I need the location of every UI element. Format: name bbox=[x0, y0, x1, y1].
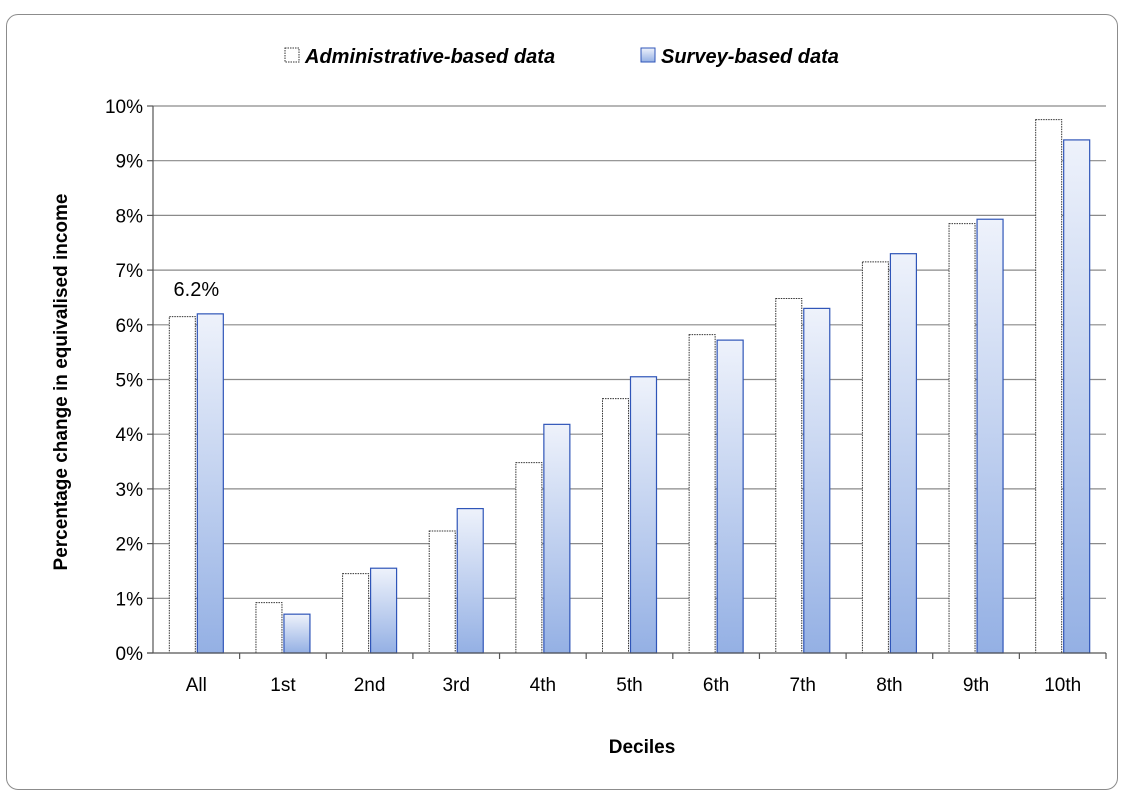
x-tick-label: 1st bbox=[270, 675, 296, 696]
bar-administrative bbox=[861, 261, 889, 654]
y-tick-label: 7% bbox=[116, 261, 144, 282]
bar-survey bbox=[629, 376, 658, 654]
x-tick-label: All bbox=[186, 675, 207, 696]
x-tick-label: 10th bbox=[1044, 675, 1081, 696]
x-tick-label: 7th bbox=[790, 675, 816, 696]
bar-administrative bbox=[602, 398, 629, 654]
y-tick-label: 0% bbox=[116, 644, 144, 665]
legend-label-survey: Survey-based data bbox=[661, 46, 839, 68]
y-tick-label: 1% bbox=[116, 589, 144, 610]
y-axis-title: Percentage change in equivalised income bbox=[51, 194, 72, 571]
y-tick-label: 2% bbox=[116, 535, 144, 556]
bar-survey bbox=[1063, 139, 1091, 654]
bar-administrative bbox=[1035, 119, 1063, 654]
y-tick-label: 6% bbox=[116, 316, 144, 337]
axes bbox=[147, 105, 1107, 659]
bar-survey bbox=[196, 313, 224, 654]
x-tick-label: 2nd bbox=[354, 675, 386, 696]
bar-administrative bbox=[515, 462, 543, 654]
y-tick-label: 5% bbox=[116, 371, 144, 392]
x-tick-label: 6th bbox=[703, 675, 729, 696]
legend-swatch-administrative bbox=[284, 47, 300, 63]
x-tick-label: 8th bbox=[876, 675, 902, 696]
bars bbox=[168, 119, 1091, 654]
bar-administrative bbox=[168, 316, 196, 654]
bar-administrative bbox=[428, 530, 456, 654]
legend: Administrative-based data Survey-based d… bbox=[284, 46, 839, 68]
y-tick-label: 4% bbox=[116, 425, 144, 446]
gridlines bbox=[153, 105, 1106, 599]
x-tick-label: 9th bbox=[963, 675, 989, 696]
bar-administrative bbox=[948, 223, 976, 654]
bar-survey bbox=[976, 218, 1004, 654]
legend-swatch-survey bbox=[640, 47, 656, 63]
bar-survey bbox=[716, 339, 744, 654]
bar-administrative bbox=[255, 602, 283, 654]
bar-administrative bbox=[775, 298, 803, 654]
legend-label-administrative: Administrative-based data bbox=[304, 46, 555, 68]
y-tick-label: 8% bbox=[116, 206, 144, 227]
bar-survey bbox=[889, 253, 918, 654]
bar-survey bbox=[543, 423, 571, 654]
bar-survey bbox=[369, 567, 398, 654]
bar-survey bbox=[283, 613, 311, 654]
x-tick-label: 4th bbox=[530, 675, 556, 696]
bar-administrative bbox=[342, 573, 370, 654]
y-tick-label: 3% bbox=[116, 480, 144, 501]
y-tick-label: 10% bbox=[105, 97, 143, 118]
x-axis-title: Deciles bbox=[609, 737, 676, 758]
x-tick-label: 3rd bbox=[442, 675, 469, 696]
bar-survey bbox=[803, 307, 831, 654]
labels: 0% 1% 2% 3% 4% 5% 6% 7% 8% 9% 10% All 1st 2nd 3rd 4th 5t… bbox=[105, 97, 1081, 696]
data-label: 6.2% bbox=[174, 279, 220, 301]
x-tick-label: 5th bbox=[616, 675, 642, 696]
y-tick-label: 9% bbox=[116, 152, 144, 173]
bar-survey bbox=[456, 507, 484, 654]
bar-administrative bbox=[688, 334, 716, 654]
